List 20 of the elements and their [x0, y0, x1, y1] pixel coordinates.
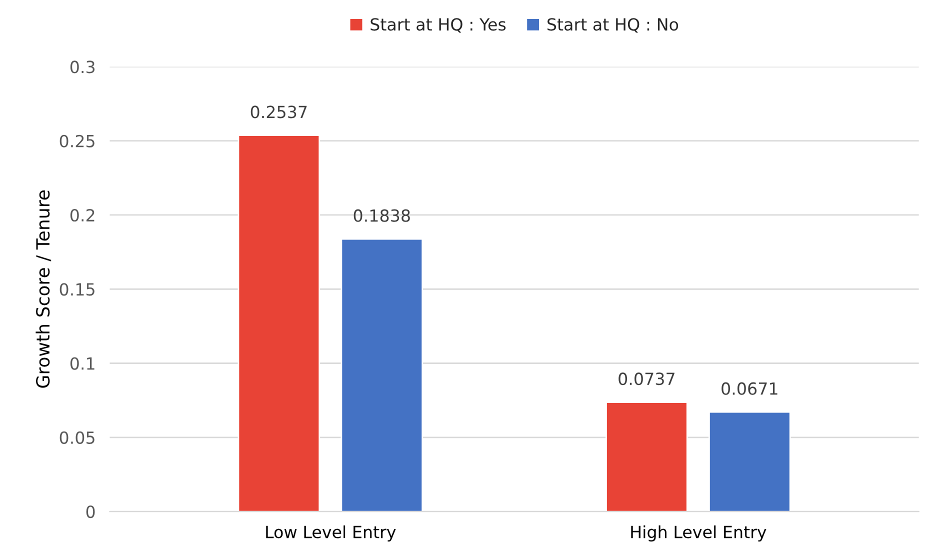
y-tick-label: 0.3	[70, 60, 95, 74]
legend-label: Start at HQ : No	[548, 18, 678, 33]
y-tick-label: 0.25	[60, 134, 94, 148]
y-tick-label: 0.15	[60, 283, 94, 296]
y-tick-label: 0.1	[70, 357, 94, 370]
x-tick-label: High Level Entry	[631, 525, 766, 542]
data-label: 0.0737	[618, 372, 674, 386]
bar	[606, 402, 688, 512]
bar	[238, 134, 320, 512]
data-label: 0.0671	[722, 382, 778, 395]
y-tick-label: 0.05	[60, 431, 94, 444]
data-label: 0.2537	[250, 106, 307, 118]
x-tick-label: Low Level Entry	[266, 525, 396, 542]
bar	[340, 238, 424, 512]
y-tick-label: 0.2	[70, 208, 94, 222]
y-axis-title: Growth Score / Tenure	[36, 190, 52, 388]
legend-label: Start at HQ : Yes	[370, 18, 506, 33]
data-label: 0.1838	[354, 209, 410, 222]
bar	[708, 411, 791, 512]
y-tick-label: 0	[86, 505, 95, 518]
